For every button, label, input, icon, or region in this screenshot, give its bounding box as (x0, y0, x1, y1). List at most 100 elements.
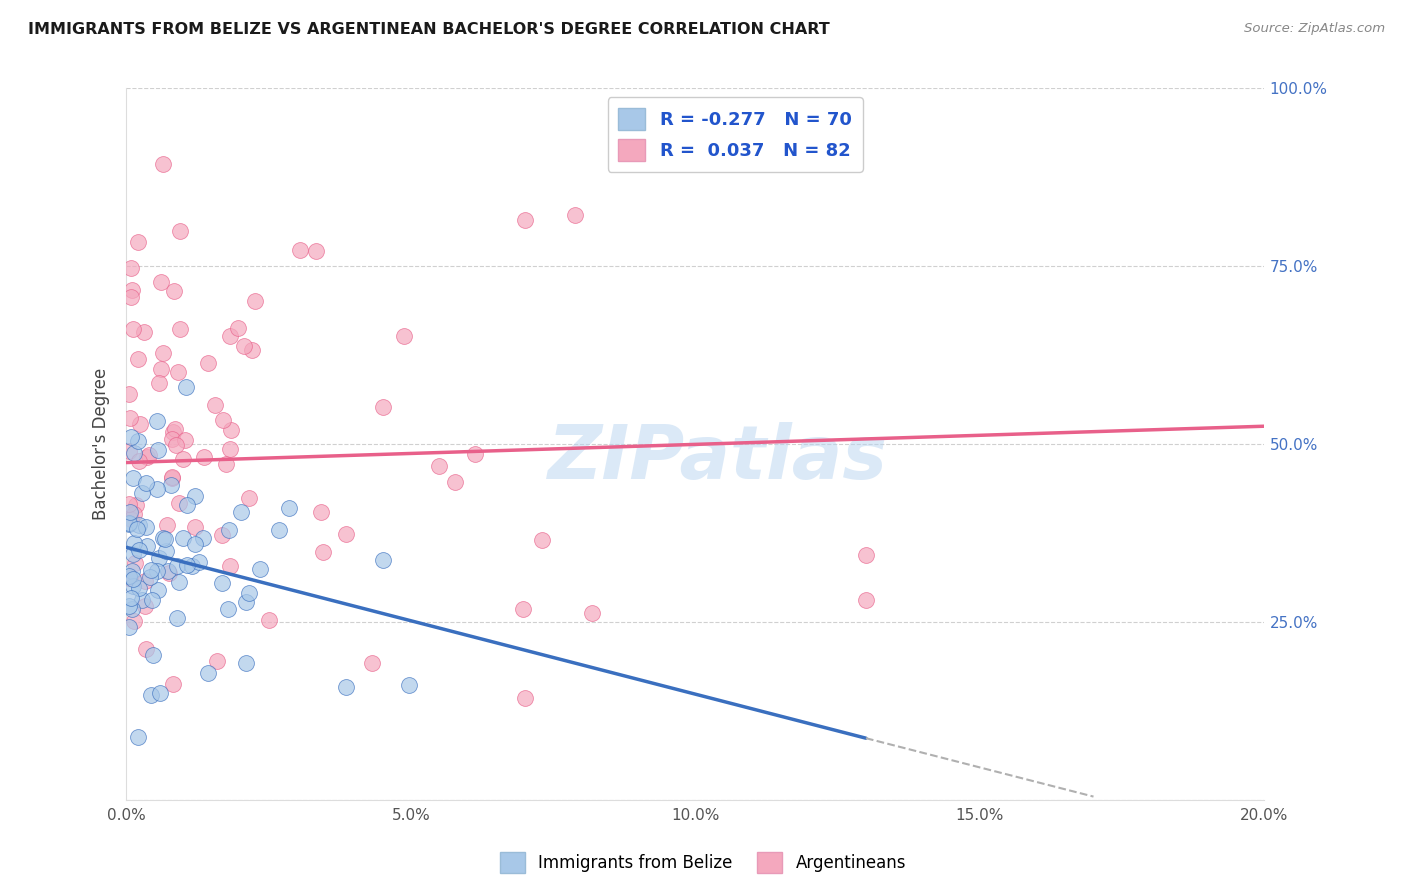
Point (172, 532, 194, 546)
Point (211, 528, 233, 542)
Point (131, 592, 153, 607)
Point (124, 556, 146, 570)
Point (238, 491, 260, 506)
Point (581, 606, 603, 620)
Point (125, 498, 148, 512)
Point (128, 543, 150, 558)
Point (149, 685, 172, 699)
Point (235, 595, 257, 609)
Point (184, 489, 207, 503)
Point (127, 730, 149, 744)
Point (166, 558, 188, 573)
Point (146, 564, 169, 578)
Point (118, 444, 141, 458)
Point (135, 476, 157, 491)
Point (235, 657, 257, 671)
Point (335, 527, 357, 541)
Point (122, 470, 145, 484)
Legend: Immigrants from Belize, Argentineans: Immigrants from Belize, Argentineans (494, 846, 912, 880)
Point (371, 401, 394, 415)
Point (176, 498, 198, 512)
Point (136, 450, 159, 464)
Point (124, 446, 146, 460)
Point (221, 423, 243, 437)
Point (134, 574, 156, 589)
Point (398, 678, 420, 692)
Point (169, 224, 191, 238)
Point (160, 471, 183, 485)
Point (167, 575, 190, 590)
Point (152, 531, 174, 545)
Point (120, 410, 142, 425)
Point (214, 458, 236, 472)
Text: IMMIGRANTS FROM BELIZE VS ARGENTINEAN BACHELOR'S DEGREE CORRELATION CHART: IMMIGRANTS FROM BELIZE VS ARGENTINEAN BA… (28, 22, 830, 37)
Point (231, 505, 253, 519)
Text: ZIPatlas: ZIPatlas (548, 422, 889, 495)
Point (122, 322, 145, 336)
Point (513, 691, 536, 706)
Point (150, 362, 173, 376)
Point (138, 449, 160, 463)
Point (188, 555, 211, 569)
Point (226, 321, 249, 335)
Point (233, 339, 256, 353)
Point (141, 592, 163, 607)
Point (163, 284, 186, 298)
Point (197, 665, 219, 680)
Point (305, 244, 328, 258)
Point (165, 438, 187, 452)
Point (118, 599, 141, 613)
Point (127, 351, 149, 366)
Point (392, 329, 415, 343)
Point (118, 571, 141, 585)
Point (122, 547, 145, 561)
Point (131, 485, 153, 500)
Point (148, 551, 170, 566)
Point (127, 235, 149, 250)
Point (277, 500, 299, 515)
Point (121, 283, 143, 297)
Point (120, 289, 142, 303)
Point (245, 293, 267, 308)
Point (157, 565, 180, 579)
Point (141, 564, 163, 578)
Point (136, 540, 159, 554)
Point (128, 454, 150, 468)
Point (512, 602, 534, 616)
Point (169, 322, 191, 336)
Point (211, 576, 233, 591)
Y-axis label: Bachelor's Degree: Bachelor's Degree (93, 368, 110, 520)
Point (125, 522, 148, 536)
Point (128, 417, 150, 432)
Point (121, 601, 143, 615)
Point (152, 345, 174, 359)
Point (138, 569, 160, 583)
Point (135, 519, 157, 533)
Point (172, 451, 194, 466)
Point (444, 475, 467, 489)
Point (156, 518, 179, 533)
Point (118, 505, 141, 519)
Point (166, 365, 188, 379)
Point (120, 512, 142, 526)
Point (122, 535, 145, 549)
Point (160, 478, 183, 492)
Point (290, 243, 312, 257)
Point (193, 532, 215, 546)
Point (128, 517, 150, 532)
Point (174, 380, 197, 394)
Point (464, 447, 486, 461)
Point (128, 581, 150, 595)
Point (134, 599, 156, 613)
Point (124, 507, 146, 521)
Point (142, 648, 165, 662)
Point (180, 559, 202, 574)
Point (257, 613, 280, 627)
Point (219, 442, 242, 457)
Point (139, 688, 162, 702)
Point (197, 356, 219, 370)
Point (153, 532, 176, 546)
Point (205, 654, 228, 668)
Point (118, 569, 141, 583)
Point (176, 558, 198, 573)
